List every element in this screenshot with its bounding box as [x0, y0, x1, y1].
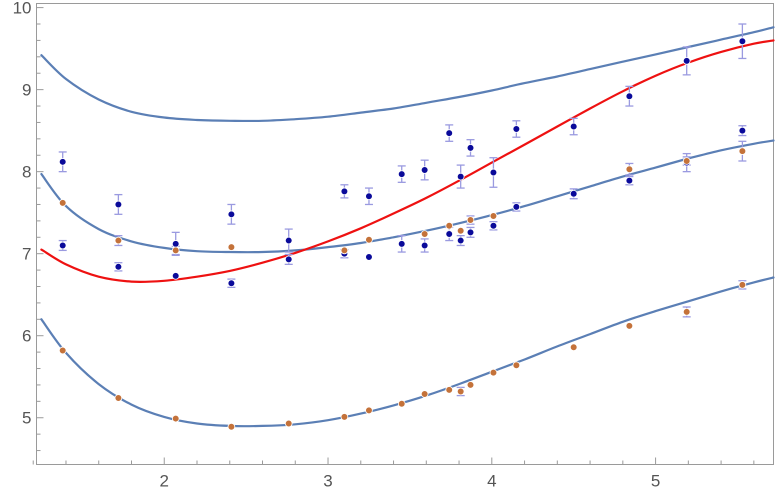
blue-data-point — [512, 125, 521, 133]
blue-data-point — [466, 144, 475, 152]
curve-3 — [40, 39, 775, 283]
blue-data-point — [682, 57, 691, 65]
y-tick-label: 7 — [22, 245, 31, 264]
orange-data-point — [365, 406, 373, 415]
blue-data-point — [340, 187, 349, 196]
blue-data-point — [569, 122, 578, 131]
y-tick-label: 9 — [22, 81, 31, 100]
curve-1 — [40, 26, 775, 123]
blue-data-point — [284, 236, 293, 245]
orange-data-point — [58, 199, 67, 207]
orange-data-point — [682, 308, 691, 316]
orange-data-point — [625, 165, 634, 173]
curves — [40, 26, 775, 428]
orange-data-point — [625, 322, 634, 330]
blue-data-point — [489, 221, 498, 230]
blue-data-point — [420, 166, 429, 174]
orange-data-point — [456, 387, 465, 396]
blue-data-point — [445, 230, 454, 238]
orange-data-point — [171, 414, 180, 423]
blue-data-point — [397, 170, 406, 178]
x-tick-label: 5 — [651, 472, 660, 491]
orange-data-point — [340, 246, 349, 255]
blue-data-point — [456, 236, 465, 245]
axis-tick-labels: 2 3 4 5 5 6 7 8 9 10 — [13, 0, 661, 491]
blue-data-point — [456, 172, 465, 181]
orange-data-point — [682, 157, 691, 165]
blue-data-point — [365, 253, 373, 261]
y-tick-label: 8 — [22, 163, 31, 182]
orange-data-point — [445, 386, 454, 394]
blue-data-point — [58, 158, 67, 166]
blue-data-point — [625, 92, 634, 100]
orange-data-point — [171, 246, 180, 255]
blue-data-point — [171, 240, 180, 248]
blue-data-point — [625, 176, 634, 185]
orange-data-point — [445, 221, 454, 230]
blue-data-point — [171, 272, 180, 280]
blue-data-point — [58, 241, 67, 250]
orange-data-point — [397, 399, 406, 408]
blue-data-point — [738, 37, 747, 46]
blue-data-point — [365, 192, 373, 201]
orange-data-point — [456, 226, 465, 235]
orange-data-point — [227, 243, 236, 251]
blue-data-point — [227, 279, 236, 288]
curve-2 — [40, 139, 775, 254]
y-tick-label: 10 — [13, 0, 32, 18]
x-tick-label: 2 — [160, 472, 169, 491]
blue-data-point — [445, 129, 454, 137]
plot-frame — [36, 3, 774, 465]
orange-data-point — [365, 235, 373, 244]
blue-data-point — [114, 200, 123, 209]
orange-data-point — [489, 368, 498, 377]
orange-data-point — [738, 147, 747, 155]
blue-data-point — [397, 240, 406, 248]
blue-data-point — [466, 228, 475, 237]
y-tick-label: 6 — [22, 327, 31, 346]
data-points — [58, 37, 747, 431]
y-tick-label: 5 — [22, 409, 31, 428]
orange-data-point — [512, 361, 521, 370]
orange-data-point — [466, 216, 475, 224]
x-tick-label: 4 — [487, 472, 496, 491]
orange-data-point — [58, 346, 67, 355]
curve-4 — [40, 276, 775, 428]
orange-data-point — [569, 343, 578, 351]
orange-data-point — [738, 281, 747, 289]
blue-data-point — [489, 168, 498, 177]
blue-data-point — [569, 190, 578, 198]
orange-data-point — [340, 413, 349, 421]
orange-data-point — [420, 230, 429, 238]
blue-data-point — [512, 203, 521, 211]
blue-data-point — [227, 210, 236, 219]
blue-data-point — [738, 126, 747, 135]
blue-data-point — [420, 241, 429, 250]
blue-data-point — [114, 263, 123, 271]
orange-data-point — [114, 236, 123, 245]
blue-data-point — [284, 255, 293, 264]
orange-data-point — [466, 381, 475, 389]
axis-ticks — [32, 7, 755, 465]
orange-data-point — [114, 394, 123, 402]
orange-data-point — [284, 419, 293, 428]
x-tick-label: 3 — [323, 472, 332, 491]
orange-data-point — [227, 422, 236, 431]
orange-data-point — [420, 390, 429, 398]
orange-data-point — [489, 212, 498, 220]
